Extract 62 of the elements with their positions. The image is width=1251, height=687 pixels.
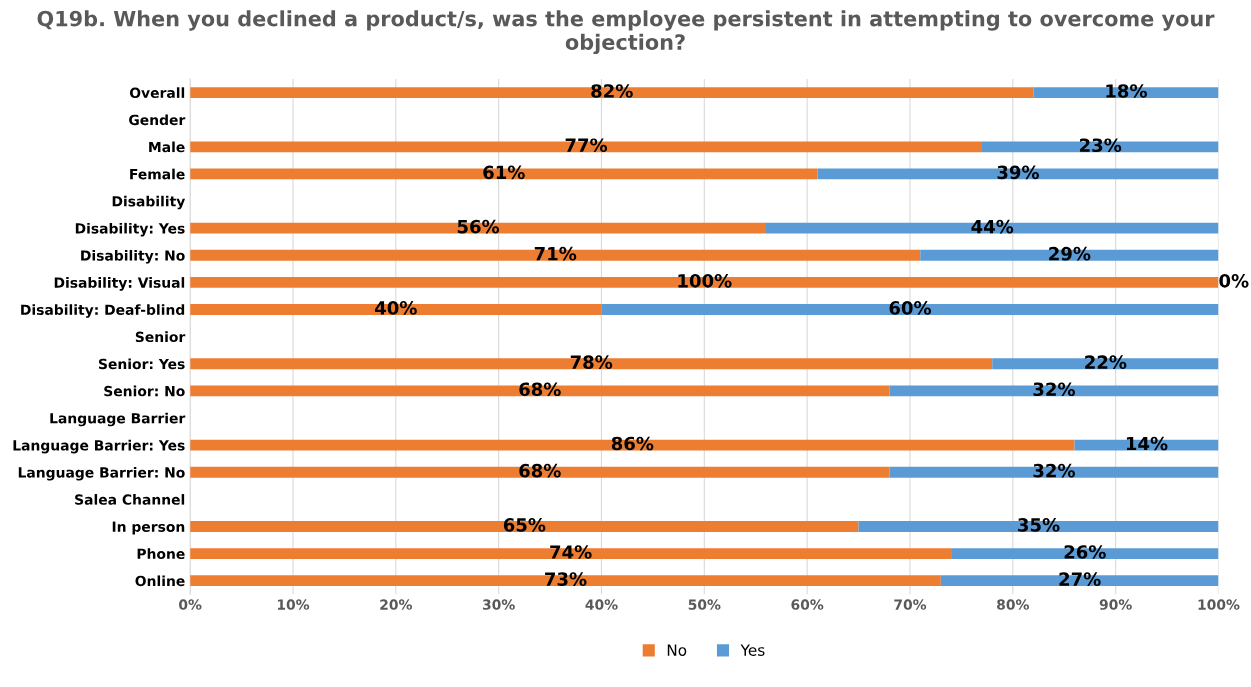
chart-title: Q19b. When you declined a product/s, was the employee persistent in attempting to overcome your objection? [37, 10, 1215, 55]
y-tick-label: Disability [112, 195, 186, 210]
x-tick-label: 10% [277, 599, 310, 610]
data-label: 44% [971, 219, 1014, 234]
y-tick-label: Senior: Yes [98, 358, 185, 370]
data-label: 77% [565, 138, 608, 153]
data-label: 32% [1033, 382, 1075, 397]
y-tick-label: Senior: No [104, 385, 185, 397]
y-tick-label: Language Barrier [50, 412, 186, 427]
x-tick-label: 30% [482, 599, 515, 610]
data-label: 74% [550, 545, 592, 559]
x-tick-label: 70% [894, 599, 927, 610]
x-tick-label: 100% [1198, 599, 1240, 610]
data-label: 23% [1080, 138, 1122, 153]
y-tick-label: Gender [129, 114, 186, 126]
data-label: 0% [1219, 273, 1249, 288]
y-tick-label: Language Barrier: No [18, 466, 185, 481]
y-tick-label: Disability: Visual [54, 277, 185, 291]
data-label: 26% [1064, 545, 1106, 559]
data-label: 71% [534, 246, 577, 261]
data-label: 32% [1033, 463, 1075, 478]
data-label: 27% [1059, 572, 1101, 586]
y-tick-label: Male [149, 141, 185, 153]
data-label: 40% [375, 301, 417, 315]
data-label: 73% [545, 572, 587, 586]
data-label: 68% [519, 463, 561, 478]
y-tick-label: Salea Channel [75, 494, 185, 505]
y-tick-label: Online [135, 575, 185, 587]
x-tick-label: 0% [179, 599, 202, 610]
x-tick-label: 60% [791, 599, 824, 610]
data-label: 29% [1049, 246, 1091, 261]
y-tick-label: Phone [137, 548, 185, 560]
data-label: 60% [889, 301, 932, 315]
x-tick-label: 20% [380, 599, 412, 610]
y-tick-label: Female [130, 168, 185, 180]
x-tick-label: 40% [585, 599, 618, 610]
data-label: 14% [1126, 436, 1168, 451]
data-label: 86% [611, 436, 654, 451]
x-tick-label: 90% [1099, 599, 1132, 610]
y-tick-label: Overall [129, 87, 185, 99]
y-tick-label: Disability: Deaf-blind [21, 304, 185, 318]
data-label: 82% [591, 84, 633, 98]
data-label: 68% [519, 382, 561, 397]
bar [190, 276, 1219, 288]
data-label: 18% [1106, 84, 1147, 98]
legend-label: No [667, 644, 687, 656]
y-tick-label: In person [112, 521, 185, 535]
data-label: 61% [483, 165, 525, 180]
data-label: 78% [570, 355, 613, 369]
data-label: 22% [1085, 355, 1127, 369]
y-tick-label: Disability: No [81, 250, 185, 264]
y-tick-label: Language Barrier: Yes [13, 439, 185, 454]
data-label: 65% [503, 518, 546, 532]
y-tick-label: Disability: Yes [75, 222, 185, 237]
legend-label: Yes [740, 644, 765, 656]
data-label: 56% [457, 219, 500, 234]
data-label: 35% [1018, 518, 1060, 532]
x-tick-label: 80% [997, 599, 1029, 610]
data-label: 39% [997, 165, 1039, 180]
y-tick-label: Senior [135, 331, 186, 343]
x-tick-label: 50% [688, 599, 721, 610]
data-label: 100% [678, 273, 732, 288]
